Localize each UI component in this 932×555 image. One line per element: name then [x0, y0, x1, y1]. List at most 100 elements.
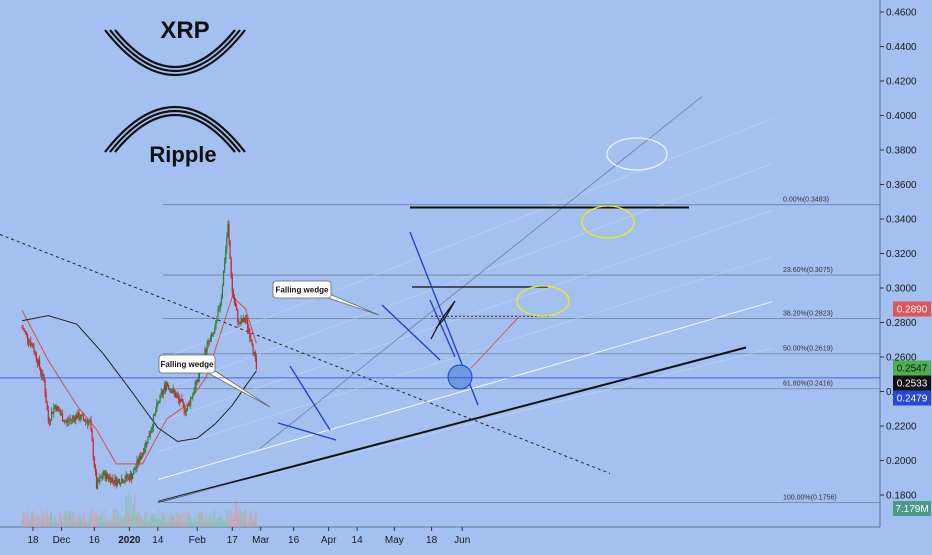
volume-bar	[133, 502, 135, 527]
candle-body	[145, 442, 147, 449]
candle-body	[102, 474, 104, 478]
volume-bar	[205, 513, 207, 527]
candle-body	[174, 392, 176, 398]
volume-bar	[170, 514, 172, 527]
volume-bar	[248, 521, 250, 527]
channel-line	[157, 348, 773, 503]
volume-bar	[208, 518, 210, 527]
volume-bar	[116, 509, 118, 527]
volume-bar	[251, 515, 253, 527]
date-tick-label: 18	[27, 535, 39, 546]
date-tick-label: May	[385, 535, 404, 546]
volume-bar	[221, 519, 224, 527]
volume-bar	[89, 514, 91, 527]
volume-bar	[156, 520, 158, 527]
candle-body	[66, 420, 68, 423]
candle-body	[191, 397, 193, 399]
volume-bar	[125, 495, 127, 527]
volume-badge-label: 7.179M	[895, 504, 928, 515]
fib-level-label: 61.80%(0.2416)	[783, 381, 833, 388]
candle-body	[128, 476, 130, 481]
candle-body	[82, 415, 84, 420]
candle-body	[57, 406, 59, 410]
candle-body	[65, 421, 67, 423]
volume-bar	[129, 495, 132, 527]
volume-badge	[893, 501, 931, 516]
date-tick-label: 2020	[118, 535, 141, 546]
date-tick-label: 17	[227, 535, 239, 546]
candle-body	[227, 224, 229, 238]
candle-body	[91, 429, 93, 442]
candle-body	[105, 473, 107, 480]
volume-bar	[179, 513, 181, 527]
volume-bar	[201, 509, 203, 527]
volume-bar	[60, 517, 63, 527]
volume-bar	[228, 518, 230, 527]
volume-bar	[142, 519, 145, 527]
volume-bar	[180, 514, 182, 527]
fib-level-label: 100.00%(0.1756)	[783, 495, 837, 502]
volume-bar	[33, 519, 35, 527]
volume-bar	[111, 518, 113, 527]
fib-level-label: 38.20%(0.2823)	[783, 311, 833, 318]
volume-bar	[72, 512, 75, 527]
candle-body	[54, 405, 56, 408]
volume-bar	[217, 518, 219, 527]
price-tick-label: 0.3800	[886, 146, 917, 157]
volume-bar	[45, 517, 47, 527]
price-tick-label: 0.4400	[886, 42, 917, 53]
candle-body	[83, 419, 86, 422]
candle-body	[103, 471, 105, 475]
volume-bar	[159, 518, 161, 527]
channel-line	[157, 118, 773, 361]
volume-bar	[118, 518, 121, 527]
volume-bar	[194, 520, 196, 527]
candle-body	[99, 477, 101, 482]
candle-body	[70, 419, 72, 421]
volume-bar	[66, 513, 68, 527]
price-tick-label: 0.3600	[886, 180, 917, 191]
candle-body	[116, 479, 118, 486]
volume-bar	[187, 514, 190, 527]
candle-body	[190, 398, 192, 405]
candle-body	[150, 428, 152, 434]
candle-body	[188, 403, 191, 405]
price-badge	[893, 301, 931, 317]
candle-body	[117, 479, 120, 481]
volume-bar	[95, 513, 98, 527]
volume-bar	[215, 522, 217, 527]
logo-title: XRP	[160, 17, 209, 44]
candle-body	[120, 483, 122, 485]
candle-body	[28, 339, 30, 343]
volume-bar	[163, 514, 165, 527]
candle-body	[241, 319, 243, 322]
price-badge-label: 0.2479	[897, 394, 928, 405]
candle-body	[152, 415, 155, 428]
candle-body	[225, 249, 227, 263]
volume-bar	[21, 519, 23, 527]
volume-bar	[172, 515, 174, 527]
candle-body	[45, 393, 47, 403]
volume-bar	[61, 522, 64, 527]
volume-bar	[141, 519, 144, 527]
volume-bar	[253, 520, 255, 527]
volume-bar	[47, 516, 49, 527]
candle-body	[132, 474, 134, 480]
volume-bar	[237, 514, 239, 527]
volume-bar	[151, 513, 153, 527]
candle-body	[222, 270, 225, 286]
candle-body	[133, 469, 135, 475]
volume-bar	[150, 516, 152, 527]
volume-bar	[46, 509, 48, 527]
candle-body	[179, 399, 181, 403]
price-badge-label: 0.2890	[897, 305, 928, 316]
candle-body	[84, 420, 87, 422]
candle-body	[61, 413, 64, 422]
candle-body	[69, 419, 71, 421]
annotations: Falling wedge Falling wedge	[158, 137, 668, 441]
volume-bar	[148, 522, 150, 527]
volume-bar	[81, 520, 83, 527]
volume-bar	[206, 521, 208, 527]
candle-body	[88, 421, 90, 425]
